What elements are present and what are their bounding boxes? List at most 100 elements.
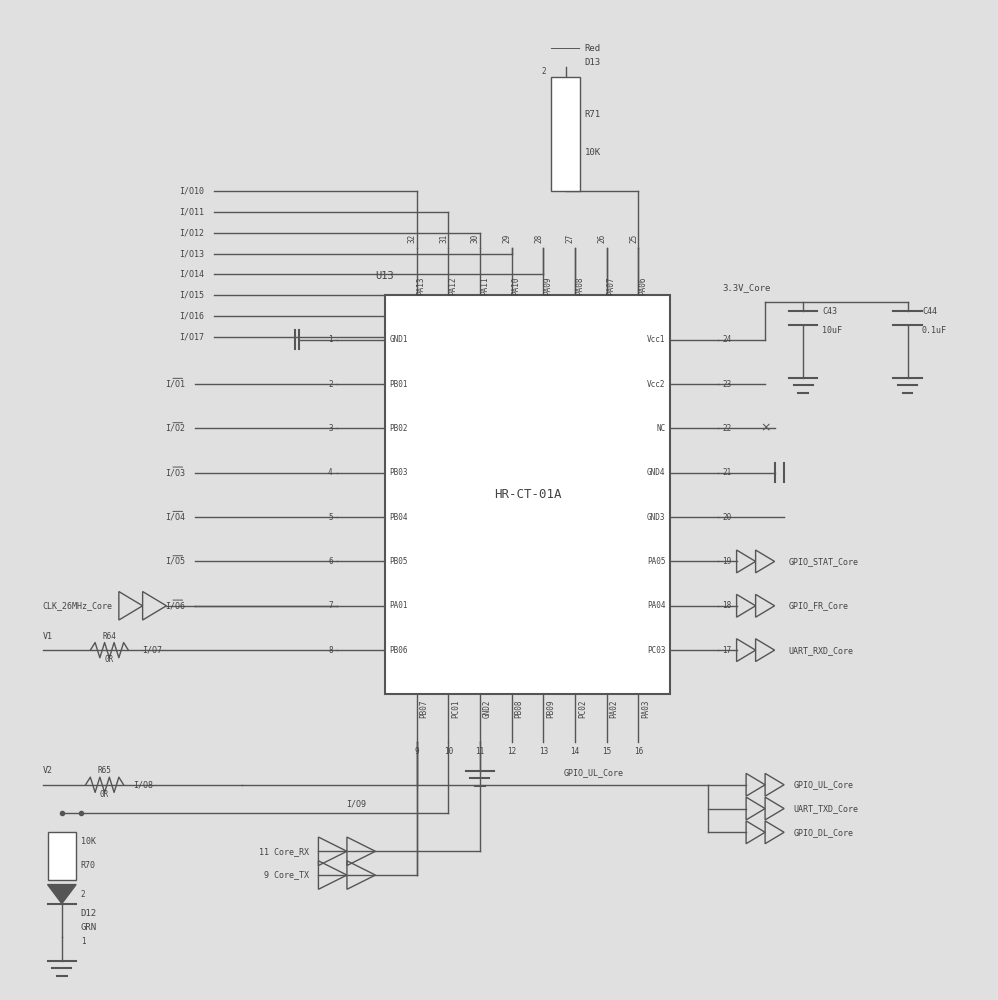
- Text: UART_TXD_Core: UART_TXD_Core: [793, 804, 858, 813]
- Text: PB01: PB01: [389, 380, 408, 389]
- Text: I/O16: I/O16: [180, 312, 205, 321]
- Text: GND1: GND1: [389, 335, 408, 344]
- Text: 0R: 0R: [105, 655, 114, 664]
- Text: 18: 18: [723, 601, 732, 610]
- Text: 1: 1: [328, 335, 332, 344]
- Text: GRN: GRN: [81, 923, 97, 932]
- Text: 23: 23: [723, 380, 732, 389]
- Text: 22: 22: [723, 424, 732, 433]
- Text: PC03: PC03: [647, 646, 666, 655]
- Text: PB06: PB06: [389, 646, 408, 655]
- Text: PB07: PB07: [419, 699, 428, 718]
- Text: PA08: PA08: [575, 277, 584, 295]
- Text: 14: 14: [571, 747, 580, 756]
- Text: I/O2: I/O2: [166, 424, 186, 433]
- Text: Vcc1: Vcc1: [647, 335, 666, 344]
- Text: GND4: GND4: [647, 468, 666, 477]
- Text: 6: 6: [328, 557, 332, 566]
- Bar: [551, 77, 580, 191]
- Text: PA07: PA07: [607, 277, 616, 295]
- Text: I/O8: I/O8: [133, 780, 153, 789]
- Text: R70: R70: [81, 861, 96, 870]
- Text: 9 Core_TX: 9 Core_TX: [263, 871, 309, 880]
- Text: I/O9: I/O9: [346, 800, 366, 809]
- Text: 31: 31: [439, 234, 448, 243]
- Text: GPIO_FR_Core: GPIO_FR_Core: [788, 601, 849, 610]
- Text: C44: C44: [922, 307, 937, 316]
- Text: GPIO_UL_Core: GPIO_UL_Core: [793, 780, 853, 789]
- Text: PB09: PB09: [546, 699, 555, 718]
- Text: 7: 7: [328, 601, 332, 610]
- Text: PA10: PA10: [512, 277, 521, 295]
- Text: PA05: PA05: [647, 557, 666, 566]
- Text: GPIO_DL_Core: GPIO_DL_Core: [793, 828, 853, 837]
- Text: 10uF: 10uF: [822, 326, 842, 335]
- Text: I/O15: I/O15: [180, 291, 205, 300]
- Text: 26: 26: [598, 234, 607, 243]
- Text: GND3: GND3: [647, 513, 666, 522]
- Text: CLK_26MHz_Core: CLK_26MHz_Core: [43, 601, 113, 610]
- Text: I/O1: I/O1: [166, 380, 186, 389]
- Text: 0.1uF: 0.1uF: [922, 326, 947, 335]
- Text: 2: 2: [328, 380, 332, 389]
- Text: I/O17: I/O17: [180, 333, 205, 342]
- Text: D12: D12: [81, 909, 97, 918]
- Text: GND2: GND2: [483, 699, 492, 718]
- Text: 11: 11: [475, 747, 485, 756]
- Bar: [48, 832, 76, 880]
- Text: 3: 3: [328, 424, 332, 433]
- Text: PC02: PC02: [578, 699, 587, 718]
- Polygon shape: [551, 10, 580, 48]
- Text: PB04: PB04: [389, 513, 408, 522]
- Text: D13: D13: [585, 58, 601, 67]
- Text: 25: 25: [629, 234, 638, 243]
- Text: C43: C43: [822, 307, 837, 316]
- Text: PA13: PA13: [416, 277, 425, 295]
- Text: I/O4: I/O4: [166, 513, 186, 522]
- Text: R64: R64: [103, 632, 117, 641]
- Text: 5: 5: [328, 513, 332, 522]
- Text: I/O6: I/O6: [166, 601, 186, 610]
- Text: I/O3: I/O3: [166, 468, 186, 477]
- Text: R65: R65: [98, 766, 112, 775]
- Text: 32: 32: [407, 234, 416, 243]
- Text: Red: Red: [585, 44, 601, 53]
- Text: 9: 9: [414, 747, 419, 756]
- Text: I/O11: I/O11: [180, 207, 205, 216]
- Text: UART_RXD_Core: UART_RXD_Core: [788, 646, 854, 655]
- Text: 1: 1: [81, 937, 86, 946]
- Text: 4: 4: [328, 468, 332, 477]
- Text: 15: 15: [602, 747, 612, 756]
- Polygon shape: [48, 885, 76, 904]
- Text: R71: R71: [585, 110, 601, 119]
- Text: 8: 8: [328, 646, 332, 655]
- Text: 20: 20: [723, 513, 732, 522]
- Text: PA01: PA01: [389, 601, 408, 610]
- Text: PB03: PB03: [389, 468, 408, 477]
- Text: GPIO_STAT_Core: GPIO_STAT_Core: [788, 557, 859, 566]
- Text: 24: 24: [723, 335, 732, 344]
- Text: PC01: PC01: [451, 699, 460, 718]
- Text: 11 Core_RX: 11 Core_RX: [258, 847, 309, 856]
- Text: HR-CT-01A: HR-CT-01A: [494, 488, 561, 501]
- Text: PA06: PA06: [639, 277, 648, 295]
- Text: 10: 10: [444, 747, 453, 756]
- Text: I/O10: I/O10: [180, 186, 205, 195]
- Text: PA09: PA09: [543, 277, 552, 295]
- Text: 0R: 0R: [100, 790, 109, 799]
- Text: Vcc2: Vcc2: [647, 380, 666, 389]
- Text: I/O7: I/O7: [143, 646, 163, 655]
- Text: 3.3V_Core: 3.3V_Core: [722, 283, 770, 292]
- Text: 12: 12: [507, 747, 516, 756]
- Text: PA12: PA12: [448, 277, 457, 295]
- Text: PB05: PB05: [389, 557, 408, 566]
- Text: GPIO_UL_Core: GPIO_UL_Core: [564, 768, 624, 777]
- Text: V1: V1: [43, 632, 53, 641]
- Text: NC: NC: [656, 424, 666, 433]
- Text: 16: 16: [634, 747, 643, 756]
- Text: PA11: PA11: [480, 277, 489, 295]
- Text: V2: V2: [43, 766, 53, 775]
- Text: PA03: PA03: [642, 699, 651, 718]
- Text: 19: 19: [723, 557, 732, 566]
- Text: 2: 2: [542, 67, 547, 76]
